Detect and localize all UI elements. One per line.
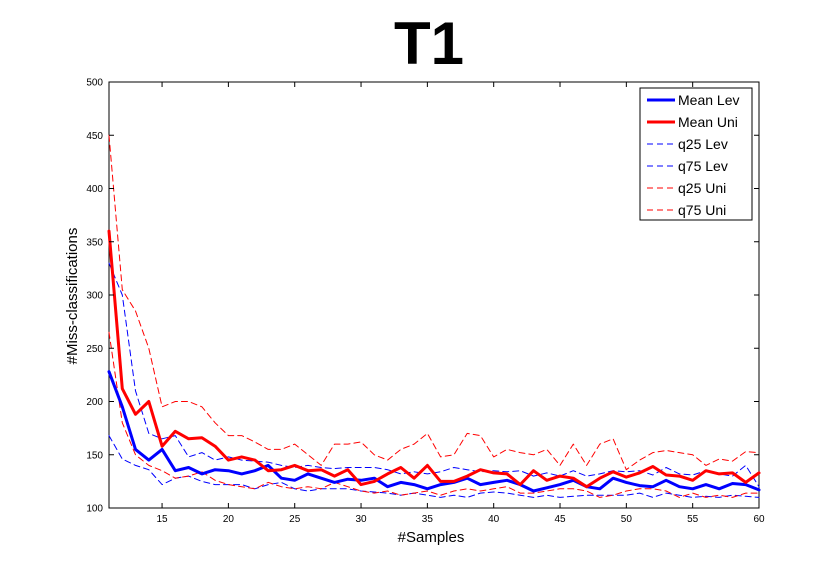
legend-label: q25 Lev	[678, 136, 728, 152]
y-tick-label: 100	[86, 504, 103, 515]
y-tick-label: 200	[86, 397, 103, 408]
y-tick-label: 250	[86, 344, 103, 355]
x-tick-label: 15	[156, 514, 168, 525]
series-line-q75-uni	[108, 134, 760, 471]
series-layer	[107, 134, 761, 498]
legend-label: q25 Uni	[678, 180, 726, 196]
legend-box	[639, 87, 753, 221]
legend-label: q75 Uni	[678, 202, 726, 218]
x-tick-label: 35	[422, 514, 434, 525]
x-tick-label: 40	[488, 514, 500, 525]
y-axis: 100 150 200 250 300 350 400 450 500	[86, 78, 759, 515]
legend: Mean Lev Mean Uni q25 Lev q75 Lev q25 Uni q75…	[639, 87, 753, 221]
x-tick-label: 60	[753, 514, 765, 525]
x-tick-label: 30	[355, 514, 367, 525]
legend-label: Mean Lev	[678, 92, 739, 108]
legend-label: q75 Lev	[678, 158, 728, 174]
y-tick-label: 400	[86, 184, 103, 195]
y-tick-label: 500	[86, 78, 103, 89]
x-axis: 15 20 25 30 35 40 45 50 55 60	[156, 82, 765, 525]
series-line-q25-uni	[108, 331, 760, 498]
x-tick-label: 50	[621, 514, 633, 525]
series-line-mean-uni	[107, 229, 761, 489]
y-tick-label: 350	[86, 237, 103, 248]
series-line-q25-lev	[108, 435, 760, 498]
x-tick-label: 20	[223, 514, 235, 525]
chart-title: T1	[394, 10, 464, 77]
x-axis-label: #Samples	[398, 529, 465, 546]
x-tick-label: 25	[289, 514, 301, 525]
x-tick-label: 55	[687, 514, 699, 525]
y-axis-label: #Miss-classifications	[64, 228, 81, 365]
y-tick-label: 150	[86, 450, 103, 461]
series-line-mean-lev	[107, 370, 761, 493]
y-tick-label: 300	[86, 291, 103, 302]
x-tick-label: 45	[554, 514, 566, 525]
y-tick-label: 450	[86, 131, 103, 142]
legend-label: Mean Uni	[678, 114, 738, 130]
